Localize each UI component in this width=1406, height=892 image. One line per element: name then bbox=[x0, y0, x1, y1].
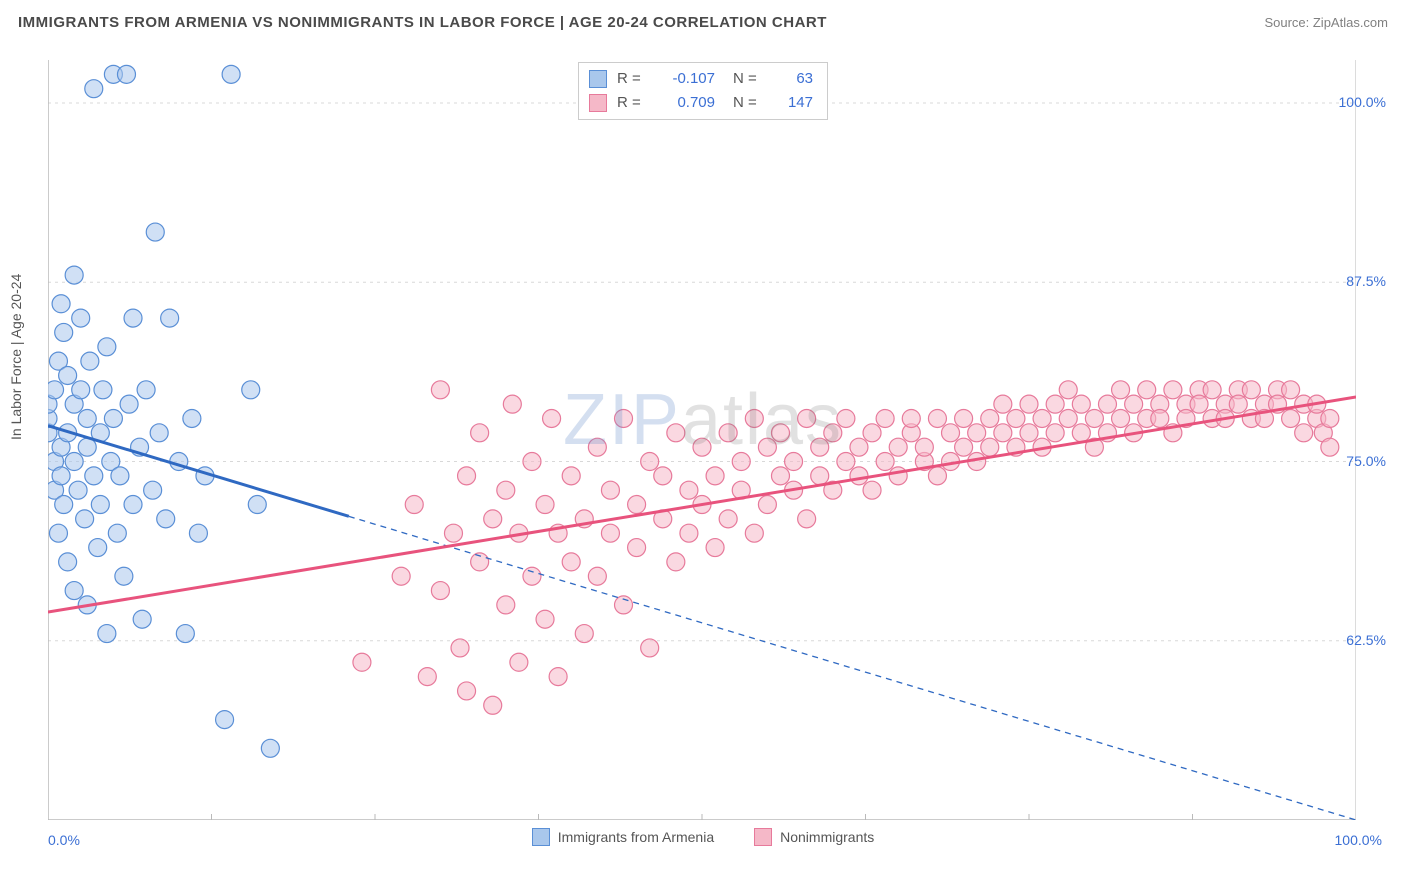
stat-n-label: N = bbox=[733, 67, 765, 91]
y-tick-label-2: 87.5% bbox=[1346, 273, 1386, 289]
legend-bottom: Immigrants from Armenia Nonimmigrants bbox=[0, 828, 1406, 846]
y-tick-label-1: 75.0% bbox=[1346, 453, 1386, 469]
swatch-armenia bbox=[589, 70, 607, 88]
chart-container: IMMIGRANTS FROM ARMENIA VS NONIMMIGRANTS… bbox=[0, 0, 1406, 892]
stat-r-label: R = bbox=[617, 67, 649, 91]
legend-item-nonimm: Nonimmigrants bbox=[754, 828, 874, 846]
stat-r-value-armenia: -0.107 bbox=[659, 67, 715, 91]
source-prefix: Source: bbox=[1264, 15, 1312, 30]
scatter-chart bbox=[48, 60, 1356, 820]
y-axis-label: In Labor Force | Age 20-24 bbox=[8, 274, 24, 440]
x-tick-label-max: 100.0% bbox=[1335, 832, 1382, 848]
legend-swatch-armenia bbox=[532, 828, 550, 846]
chart-title: IMMIGRANTS FROM ARMENIA VS NONIMMIGRANTS… bbox=[18, 14, 827, 31]
y-tick-label-3: 100.0% bbox=[1339, 94, 1386, 110]
stat-r-label: R = bbox=[617, 91, 649, 115]
legend-label-armenia: Immigrants from Armenia bbox=[558, 829, 714, 845]
stats-row-armenia: R = -0.107 N = 63 bbox=[589, 67, 813, 91]
legend-swatch-nonimm bbox=[754, 828, 772, 846]
stat-n-value-armenia: 63 bbox=[775, 67, 813, 91]
source-attribution: Source: ZipAtlas.com bbox=[1264, 15, 1388, 30]
stats-row-nonimm: R = 0.709 N = 147 bbox=[589, 91, 813, 115]
correlation-stats-box: R = -0.107 N = 63 R = 0.709 N = 147 bbox=[578, 62, 828, 120]
stat-r-value-nonimm: 0.709 bbox=[659, 91, 715, 115]
legend-label-nonimm: Nonimmigrants bbox=[780, 829, 874, 845]
x-tick-label-min: 0.0% bbox=[48, 832, 80, 848]
source-link[interactable]: ZipAtlas.com bbox=[1313, 15, 1388, 30]
stat-n-value-nonimm: 147 bbox=[775, 91, 813, 115]
swatch-nonimm bbox=[589, 94, 607, 112]
title-bar: IMMIGRANTS FROM ARMENIA VS NONIMMIGRANTS… bbox=[18, 14, 1388, 31]
stat-n-label: N = bbox=[733, 91, 765, 115]
y-tick-label-0: 62.5% bbox=[1346, 632, 1386, 648]
legend-item-armenia: Immigrants from Armenia bbox=[532, 828, 714, 846]
